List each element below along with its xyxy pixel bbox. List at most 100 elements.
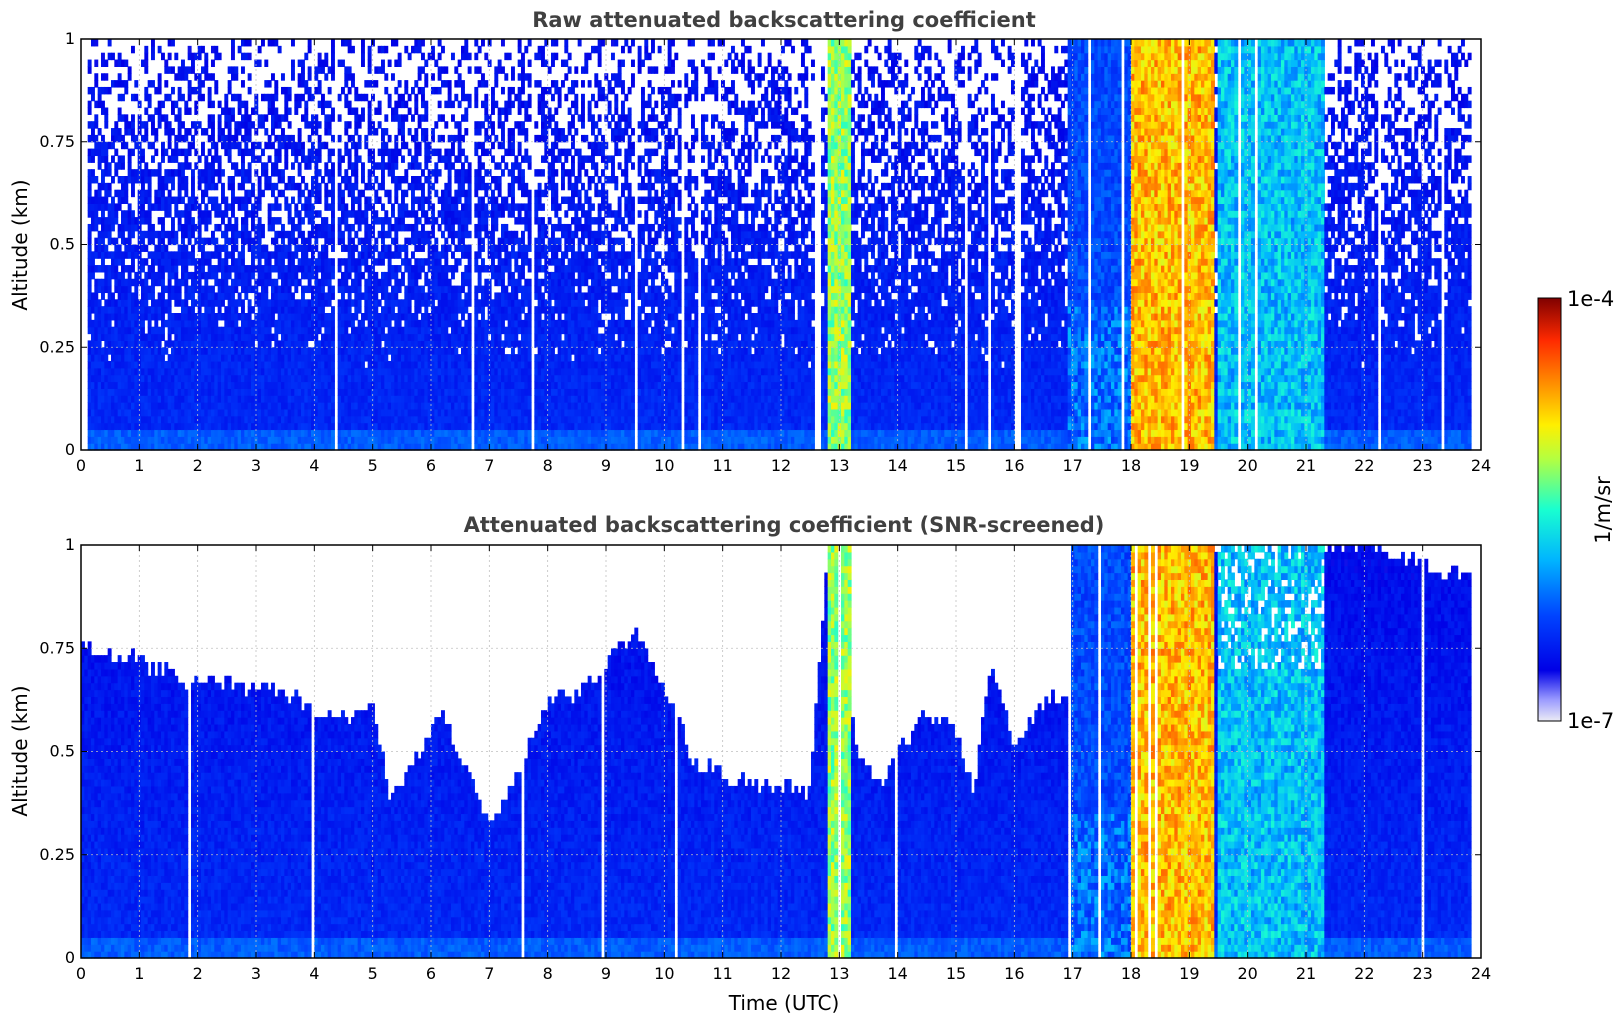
heatmap-cell — [331, 231, 335, 238]
heatmap-cell — [464, 306, 468, 313]
heatmap-cell — [364, 258, 368, 265]
heatmap-cell — [208, 87, 212, 94]
heatmap-cell — [468, 340, 472, 347]
heatmap-cell — [228, 87, 232, 94]
heatmap-cell — [114, 265, 118, 272]
heatmap-cell — [284, 149, 288, 156]
heatmap-cell — [468, 258, 472, 265]
heatmap-cell — [468, 94, 472, 101]
heatmap-cell — [161, 190, 165, 197]
heatmap-cell — [251, 149, 255, 156]
heatmap-cell — [438, 101, 442, 108]
heatmap-cell — [461, 286, 465, 293]
heatmap-cell — [134, 80, 138, 87]
heatmap-cell — [328, 101, 332, 108]
heatmap-cell — [414, 94, 418, 101]
heatmap-cell — [234, 320, 238, 327]
heatmap-cell — [424, 210, 428, 217]
heatmap-cell — [404, 87, 408, 94]
heatmap-cell — [188, 46, 192, 53]
heatmap-cell — [354, 245, 358, 252]
heatmap-cell — [294, 272, 298, 279]
heatmap-cell — [308, 73, 312, 80]
heatmap-cell — [168, 142, 172, 149]
heatmap-cell — [261, 190, 265, 197]
heatmap-cell — [118, 53, 122, 60]
heatmap-cell — [161, 272, 165, 279]
heatmap-cell — [344, 80, 348, 87]
heatmap-cell — [464, 46, 468, 53]
heatmap-cell — [381, 238, 385, 245]
heatmap-cell — [218, 162, 222, 169]
heatmap-cell — [368, 60, 372, 67]
heatmap-cell — [241, 258, 245, 265]
heatmap-cell — [424, 101, 428, 108]
heatmap-cell — [424, 73, 428, 80]
heatmap-cell — [221, 169, 225, 176]
heatmap-cell — [328, 155, 332, 162]
heatmap-cell — [248, 279, 252, 286]
heatmap-cell — [111, 155, 115, 162]
heatmap-cell — [188, 238, 192, 245]
heatmap-cell — [98, 162, 102, 169]
heatmap-cell — [414, 101, 418, 108]
heatmap-cell — [451, 238, 455, 245]
heatmap-cell — [121, 258, 125, 265]
heatmap-cell — [418, 306, 422, 313]
heatmap-cell — [164, 60, 168, 67]
heatmap-cell — [88, 60, 92, 67]
heatmap-cell — [468, 183, 472, 190]
heatmap-cell — [258, 46, 262, 53]
heatmap-cell — [384, 128, 388, 135]
heatmap-cell — [318, 80, 322, 87]
heatmap-cell — [231, 292, 235, 299]
heatmap-cell — [198, 87, 202, 94]
heatmap-cell — [301, 149, 305, 156]
heatmap-cell — [421, 53, 425, 60]
heatmap-cell — [318, 197, 322, 204]
heatmap-cell — [111, 53, 115, 60]
heatmap-cell — [298, 128, 302, 135]
heatmap-cell — [454, 94, 458, 101]
heatmap-cell — [404, 203, 408, 210]
heatmap-cell — [231, 251, 235, 258]
heatmap-cell — [481, 313, 485, 320]
heatmap-cell — [304, 101, 308, 108]
heatmap-cell — [141, 183, 145, 190]
heatmap-cell — [108, 162, 112, 169]
heatmap-cell — [98, 94, 102, 101]
heatmap-cell — [91, 272, 95, 279]
heatmap-cell — [348, 87, 352, 94]
heatmap-cell — [204, 224, 208, 231]
heatmap-cell — [448, 183, 452, 190]
heatmap-cell — [398, 53, 402, 60]
heatmap-cell — [461, 80, 465, 87]
heatmap-cell — [171, 87, 175, 94]
heatmap-cell — [241, 251, 245, 258]
heatmap-cell — [294, 286, 298, 293]
heatmap-cell — [438, 87, 442, 94]
heatmap-cell — [401, 135, 405, 142]
heatmap-cell — [458, 320, 462, 327]
heatmap-cell — [401, 121, 405, 128]
heatmap-cell — [268, 327, 272, 334]
heatmap-cell — [104, 155, 108, 162]
heatmap-cell — [371, 265, 375, 272]
heatmap-cell — [131, 190, 135, 197]
heatmap-cell — [324, 217, 328, 224]
heatmap-cell — [388, 320, 392, 327]
heatmap-cell — [281, 73, 285, 80]
heatmap-cell — [178, 217, 182, 224]
heatmap-cell — [414, 224, 418, 231]
heatmap-cell — [331, 114, 335, 121]
heatmap-cell — [144, 162, 148, 169]
heatmap-cell — [168, 135, 172, 142]
heatmap-cell — [158, 162, 162, 169]
heatmap-cell — [444, 327, 448, 334]
heatmap-cell — [284, 101, 288, 108]
heatmap-cell — [341, 87, 345, 94]
heatmap-cell — [291, 66, 295, 73]
heatmap-cell — [391, 210, 395, 217]
heatmap-cell — [468, 66, 472, 73]
heatmap-cell — [174, 101, 178, 108]
